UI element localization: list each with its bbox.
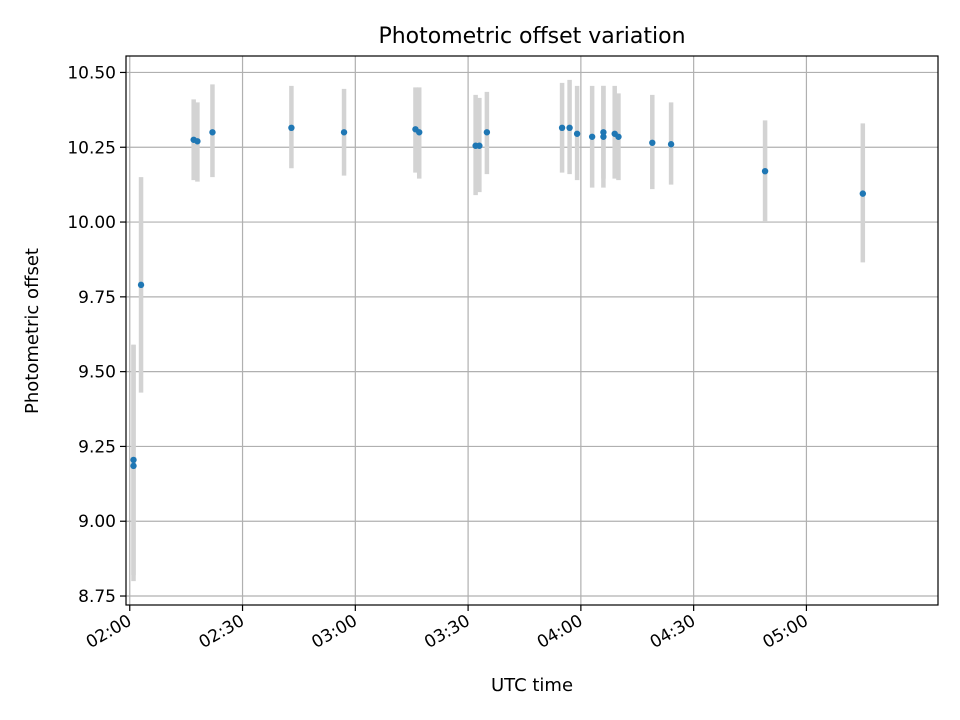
- grid: [126, 56, 938, 605]
- data-point: [600, 133, 607, 140]
- data-point: [558, 124, 566, 132]
- y-tick-label: 9.50: [78, 363, 116, 383]
- data-point: [137, 281, 145, 289]
- y-axis-label: Photometric offset: [22, 248, 43, 414]
- data-point: [483, 129, 491, 136]
- data-point: [130, 462, 137, 470]
- data-point: [588, 133, 596, 140]
- data-point: [566, 124, 573, 132]
- plot-frame: [125, 55, 939, 606]
- x-axis-label: UTC time: [491, 675, 573, 696]
- data-point: [573, 130, 581, 137]
- data-point: [761, 167, 769, 175]
- chart-title: Photometric offset variation: [378, 24, 685, 49]
- y-tick-label: 8.75: [78, 587, 116, 607]
- data-point: [416, 129, 423, 136]
- data-points: [130, 124, 867, 470]
- data-point: [130, 456, 137, 464]
- ticks: [120, 71, 808, 611]
- data-point: [859, 190, 867, 197]
- y-tick-label: 10.50: [67, 63, 116, 83]
- data-point: [209, 129, 216, 136]
- data-point: [194, 138, 201, 145]
- data-point: [340, 129, 348, 136]
- data-point: [649, 139, 656, 146]
- data-point: [667, 141, 675, 148]
- y-tick-label: 10.25: [67, 138, 116, 158]
- y-tick-labels: 8.75 9.00 9.25 9.50 9.75 10.00 10.25 10.50: [67, 63, 116, 607]
- data-point: [288, 124, 295, 132]
- data-point: [615, 133, 622, 140]
- y-tick-label: 10.00: [67, 213, 116, 233]
- data-point: [476, 142, 483, 149]
- y-tick-label: 9.00: [78, 512, 116, 532]
- data-point: [600, 129, 607, 136]
- y-tick-label: 9.25: [78, 437, 116, 457]
- y-tick-label: 9.75: [78, 288, 116, 308]
